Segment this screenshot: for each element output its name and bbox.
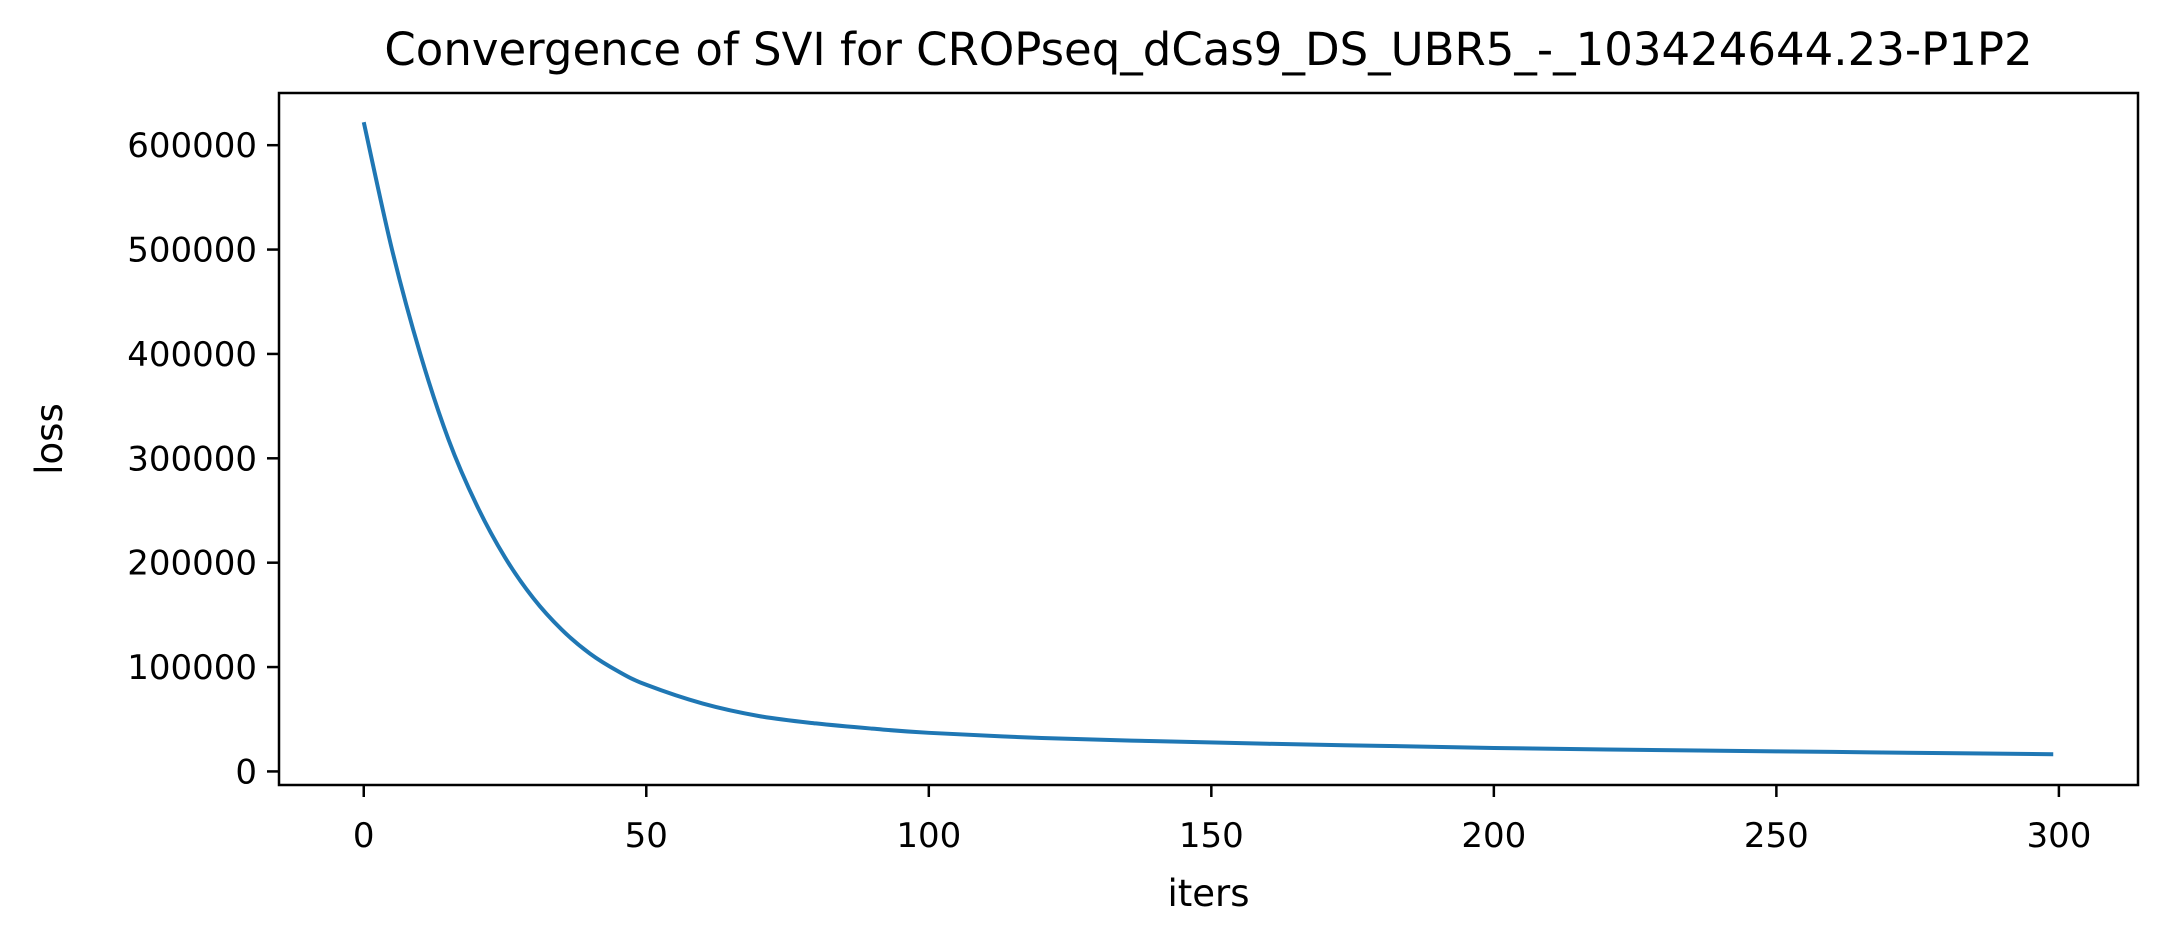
x-tick-label: 150 (1179, 816, 1244, 856)
y-axis-label: loss (28, 403, 71, 474)
x-tick-label: 50 (625, 816, 668, 856)
x-tick-label: 300 (2026, 816, 2091, 856)
y-tick-label: 200000 (127, 544, 257, 584)
y-axis: 0 100000 200000 300000 400000 500000 600000 (127, 126, 279, 792)
x-tick-label: 200 (1461, 816, 1526, 856)
y-tick-label: 500000 (127, 231, 257, 271)
plot-background (279, 93, 2138, 785)
y-tick-label: 600000 (127, 126, 257, 166)
x-tick-label: 0 (353, 816, 375, 856)
chart-title: Convergence of SVI for CROPseq_dCas9_DS_… (384, 23, 2032, 76)
loss-series-line (361, 121, 2054, 757)
x-axis: 0 50 100 150 200 250 300 (353, 785, 2091, 856)
x-axis-label: iters (1167, 872, 1249, 915)
plot-frame (277, 91, 2140, 787)
y-tick-label: 0 (235, 752, 257, 792)
x-tick-label: 100 (896, 816, 961, 856)
plot-area (277, 91, 2140, 787)
y-tick-label: 400000 (127, 335, 257, 375)
y-tick-label: 300000 (127, 439, 257, 479)
x-tick-label: 250 (1744, 816, 1809, 856)
y-tick-label: 100000 (127, 648, 257, 688)
